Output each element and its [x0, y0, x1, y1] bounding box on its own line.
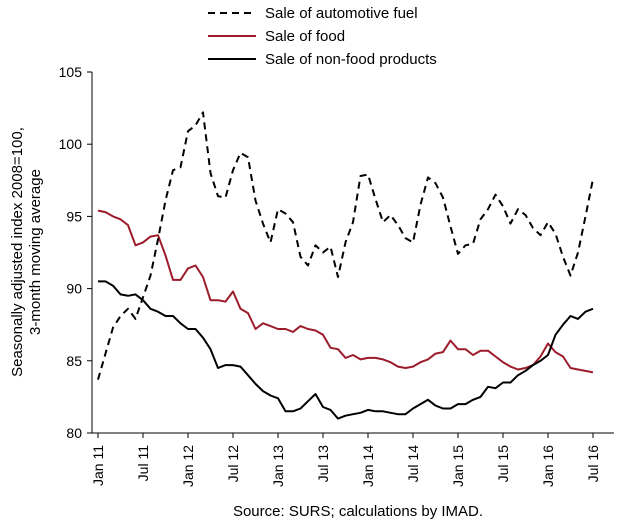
x-tick-label: Jul 14 [405, 445, 421, 483]
x-tick-label: Jan 16 [540, 445, 556, 487]
legend-item-non-food: Sale of non-food products [208, 51, 437, 68]
x-tick-label: Jan 14 [360, 445, 376, 487]
series-line-non-food [98, 280, 594, 420]
y-axis-title-line-2: 3-month moving average [27, 169, 44, 335]
x-tick-label: Jul 13 [315, 445, 331, 483]
legend-item-automotive-fuel: Sale of automotive fuel [208, 5, 418, 22]
y-axis-title-line-1: Seasonally adjusted index 2008=100, [9, 127, 26, 377]
x-tick-label: Jan 11 [90, 445, 106, 486]
x-axis: Jan 11 Jul 11 Jan 12 Jul 12 Jan 13 Jul 13 Jan … [90, 432, 614, 487]
y-tick-label: 95 [66, 208, 82, 224]
x-tick-label: Jul 15 [495, 445, 511, 483]
legend-label-non-food: Sale of non-food products [265, 51, 437, 68]
source-note: Source: SURS; calculations by IMAD. [233, 503, 483, 520]
x-tick-label: Jan 13 [270, 445, 286, 487]
legend-label-food: Sale of food [265, 28, 345, 45]
series-layer [97, 111, 594, 420]
y-axis: 80 85 90 95 100 105 [59, 64, 93, 441]
legend-label-automotive-fuel: Sale of automotive fuel [265, 5, 418, 22]
series-line-automotive-fuel [97, 111, 594, 380]
y-tick-label: 105 [59, 64, 83, 80]
series-line-food [97, 209, 594, 374]
x-tick-label: Jul 16 [585, 445, 601, 483]
y-tick-label: 80 [66, 425, 82, 441]
x-tick-label: Jul 12 [225, 445, 241, 483]
y-tick-label: 100 [59, 136, 83, 152]
legend-item-food: Sale of food [208, 28, 345, 45]
y-tick-label: 90 [66, 281, 82, 297]
x-tick-label: Jan 12 [180, 445, 196, 487]
legend: Sale of automotive fuel Sale of food Sal… [208, 5, 437, 68]
x-tick-label: Jul 11 [135, 445, 151, 482]
x-tick-label: Jan 15 [450, 445, 466, 487]
y-tick-label: 85 [66, 353, 82, 369]
